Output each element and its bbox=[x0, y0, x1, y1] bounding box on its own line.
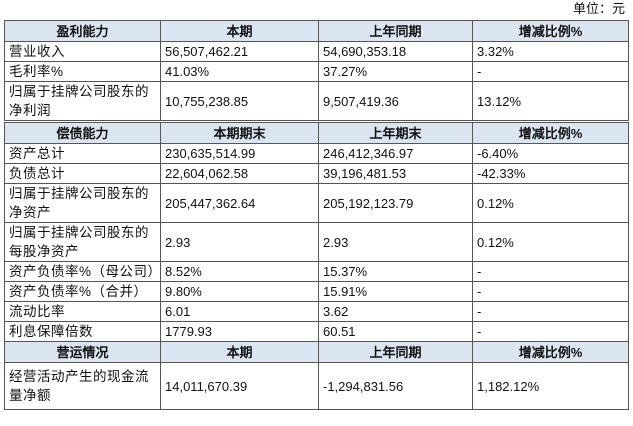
table-section: 偿债能力 本期期末 上年期末 增减比例% 资产总计 230,635,514.99 246,4… bbox=[4, 120, 629, 342]
header-cell: 营运情况 bbox=[4, 341, 161, 363]
value-cell: - bbox=[472, 281, 629, 302]
value-cell: 3.32% bbox=[472, 41, 629, 62]
data-row: 负债总计 22,604,062.58 39,196,481.53 -42.33% bbox=[4, 163, 629, 184]
value-cell: - bbox=[472, 301, 629, 322]
value-cell: 41.03% bbox=[160, 61, 319, 82]
table-section: 盈利能力 本期 上年同期 增减比例% 营业收入 56,507,462.21 54,690,3… bbox=[4, 20, 629, 122]
header-cell: 盈利能力 bbox=[4, 20, 161, 42]
value-cell: 22,604,062.58 bbox=[160, 163, 319, 184]
header-cell: 本期 bbox=[160, 341, 319, 363]
value-cell: 230,635,514.99 bbox=[160, 143, 319, 164]
value-cell: 14,011,670.39 bbox=[160, 362, 319, 410]
value-cell: -6.40% bbox=[472, 143, 629, 164]
data-row: 归属于挂牌公司股东的净资产 205,447,362.64 205,192,123.7… bbox=[4, 183, 629, 223]
header-cell: 增减比例% bbox=[472, 120, 629, 144]
unit-note: 单位：元 bbox=[572, 1, 625, 16]
value-cell: 6.01 bbox=[160, 301, 319, 322]
value-cell: 205,447,362.64 bbox=[160, 183, 319, 223]
data-row: 营业收入 56,507,462.21 54,690,353.18 3.32% bbox=[4, 41, 629, 62]
value-cell: 246,412,346.97 bbox=[318, 143, 473, 164]
header-cell: 增减比例% bbox=[472, 341, 629, 363]
value-cell: 9.80% bbox=[160, 281, 319, 302]
header-cell: 上年同期 bbox=[318, 20, 473, 42]
value-cell: 13.12% bbox=[472, 81, 629, 122]
value-cell: -42.33% bbox=[472, 163, 629, 184]
value-cell: 0.12% bbox=[472, 183, 629, 223]
financial-table: 盈利能力 本期 上年同期 增减比例% 营业收入 56,507,462.21 54,690,3… bbox=[4, 20, 629, 410]
value-cell: -1,294,831.56 bbox=[318, 362, 473, 410]
row-label: 负债总计 bbox=[4, 163, 161, 184]
row-label: 毛利率% bbox=[4, 61, 161, 82]
row-label: 归属于挂牌公司股东的每股净资产 bbox=[4, 222, 161, 262]
data-row: 资产总计 230,635,514.99 246,412,346.97 -6.40% bbox=[4, 143, 629, 164]
data-row: 利息保障倍数 1779.93 60.51- bbox=[4, 321, 629, 342]
value-cell: 1779.93 bbox=[160, 321, 319, 342]
data-row: 经营活动产生的现金流量净额 14,011,670.39 -1,294,831.56 1… bbox=[4, 362, 629, 410]
data-row: 归属于挂牌公司股东的净利润 10,755,238.85 9,507,419.36 13… bbox=[4, 81, 629, 122]
row-label: 资产负债率%（合并） bbox=[4, 281, 161, 302]
value-cell: 54,690,353.18 bbox=[318, 41, 473, 62]
data-row: 资产负债率%（合并） 9.80% 15.91% - bbox=[4, 281, 629, 302]
value-cell: - bbox=[472, 261, 629, 282]
value-cell: 37.27% bbox=[318, 61, 473, 82]
value-cell: 2.93 bbox=[160, 222, 319, 262]
header-row: 偿债能力 本期期末 上年期末 增减比例% bbox=[4, 120, 629, 144]
value-cell: 2.93 bbox=[318, 222, 473, 262]
table-section: 营运情况 本期 上年同期 增减比例% 经营活动产生的现金流量净额 14,011,670.3… bbox=[4, 341, 629, 410]
header-cell: 上年同期 bbox=[318, 341, 473, 363]
header-cell: 本期期末 bbox=[160, 120, 319, 144]
value-cell: 9,507,419.36 bbox=[318, 81, 473, 122]
header-cell: 偿债能力 bbox=[4, 120, 161, 144]
value-cell: 3.62 bbox=[318, 301, 473, 322]
data-row: 资产负债率%（母公司） 8.52% 15.37% - bbox=[4, 261, 629, 282]
row-label: 营业收入 bbox=[4, 41, 161, 62]
value-cell: - bbox=[472, 61, 629, 82]
value-cell: 15.91% bbox=[318, 281, 473, 302]
row-label: 归属于挂牌公司股东的净利润 bbox=[4, 81, 161, 122]
value-cell: 39,196,481.53 bbox=[318, 163, 473, 184]
row-label: 资产总计 bbox=[4, 143, 161, 164]
value-cell: 8.52% bbox=[160, 261, 319, 282]
row-label: 归属于挂牌公司股东的净资产 bbox=[4, 183, 161, 223]
data-row: 归属于挂牌公司股东的每股净资产 2.93 2.93 0.12% bbox=[4, 222, 629, 262]
header-cell: 本期 bbox=[160, 20, 319, 42]
value-cell: 56,507,462.21 bbox=[160, 41, 319, 62]
row-label: 利息保障倍数 bbox=[4, 321, 161, 342]
header-row: 营运情况 本期 上年同期 增减比例% bbox=[4, 341, 629, 363]
row-label: 经营活动产生的现金流量净额 bbox=[4, 362, 161, 410]
header-cell: 上年期末 bbox=[318, 120, 473, 144]
value-cell: 0.12% bbox=[472, 222, 629, 262]
header-cell: 增减比例% bbox=[472, 20, 629, 42]
row-label: 流动比率 bbox=[4, 301, 161, 322]
data-row: 毛利率% 41.03% 37.27% - bbox=[4, 61, 629, 82]
value-cell: 205,192,123.79 bbox=[318, 183, 473, 223]
data-row: 流动比率 6.01 3.62- bbox=[4, 301, 629, 322]
row-label: 资产负债率%（母公司） bbox=[4, 261, 161, 282]
value-cell: 15.37% bbox=[318, 261, 473, 282]
value-cell: 1,182.12% bbox=[472, 362, 629, 410]
value-cell: - bbox=[472, 321, 629, 342]
header-row: 盈利能力 本期 上年同期 增减比例% bbox=[4, 20, 629, 42]
value-cell: 60.51 bbox=[318, 321, 473, 342]
value-cell: 10,755,238.85 bbox=[160, 81, 319, 122]
